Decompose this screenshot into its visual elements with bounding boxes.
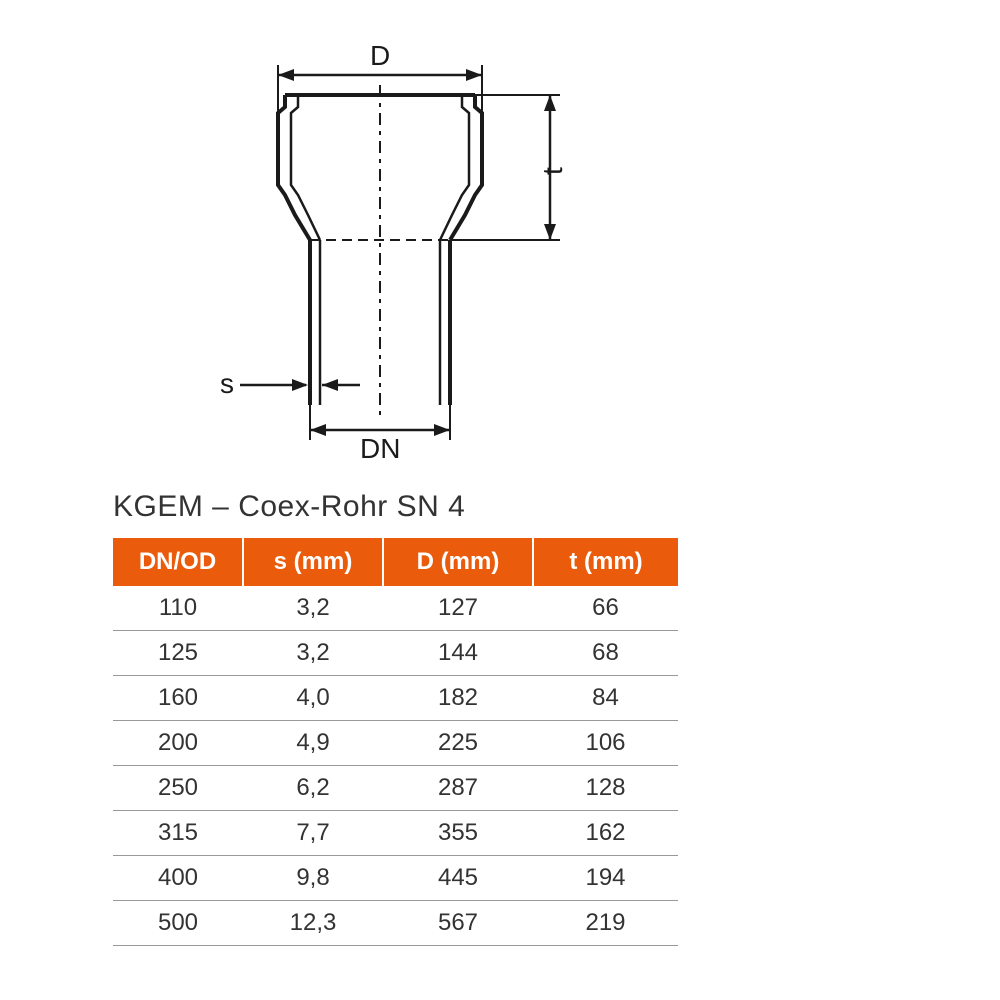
table-cell: 225 [383, 721, 533, 766]
table-cell: 194 [533, 856, 678, 901]
table-cell: 3,2 [243, 631, 383, 676]
table-cell: 219 [533, 901, 678, 946]
table-row: 2506,2287128 [113, 766, 678, 811]
table-row: 1253,214468 [113, 631, 678, 676]
table-cell: 128 [533, 766, 678, 811]
col-header: t (mm) [533, 538, 678, 586]
table-title: KGEM – Coex-Rohr SN 4 [113, 490, 465, 524]
table-row: 1103,212766 [113, 586, 678, 631]
table-cell: 12,3 [243, 901, 383, 946]
dim-label-t: t [537, 167, 568, 175]
dim-label-DN: DN [360, 433, 400, 460]
table-cell: 400 [113, 856, 243, 901]
table-cell: 6,2 [243, 766, 383, 811]
table-cell: 287 [383, 766, 533, 811]
table-cell: 4,0 [243, 676, 383, 721]
table-row: 3157,7355162 [113, 811, 678, 856]
table-header-row: DN/OD s (mm) D (mm) t (mm) [113, 538, 678, 586]
table-cell: 315 [113, 811, 243, 856]
table-cell: 355 [383, 811, 533, 856]
dim-label-D: D [370, 40, 390, 71]
table-cell: 200 [113, 721, 243, 766]
table-row: 50012,3567219 [113, 901, 678, 946]
table-cell: 144 [383, 631, 533, 676]
table-row: 4009,8445194 [113, 856, 678, 901]
table-cell: 250 [113, 766, 243, 811]
table-cell: 567 [383, 901, 533, 946]
table-cell: 500 [113, 901, 243, 946]
pipe-diagram: D t s DN [180, 35, 660, 460]
table-cell: 125 [113, 631, 243, 676]
table-cell: 4,9 [243, 721, 383, 766]
table-cell: 127 [383, 586, 533, 631]
table-row: 2004,9225106 [113, 721, 678, 766]
col-header: s (mm) [243, 538, 383, 586]
table-cell: 160 [113, 676, 243, 721]
col-header: D (mm) [383, 538, 533, 586]
table-cell: 3,2 [243, 586, 383, 631]
table-cell: 445 [383, 856, 533, 901]
table-cell: 162 [533, 811, 678, 856]
table-cell: 106 [533, 721, 678, 766]
table-cell: 84 [533, 676, 678, 721]
table-cell: 7,7 [243, 811, 383, 856]
dim-label-s: s [220, 368, 234, 399]
table-cell: 66 [533, 586, 678, 631]
spec-table: DN/OD s (mm) D (mm) t (mm) 1103,21276612… [113, 538, 678, 946]
table-row: 1604,018284 [113, 676, 678, 721]
table-cell: 9,8 [243, 856, 383, 901]
col-header: DN/OD [113, 538, 243, 586]
table-cell: 182 [383, 676, 533, 721]
table-cell: 110 [113, 586, 243, 631]
table-cell: 68 [533, 631, 678, 676]
